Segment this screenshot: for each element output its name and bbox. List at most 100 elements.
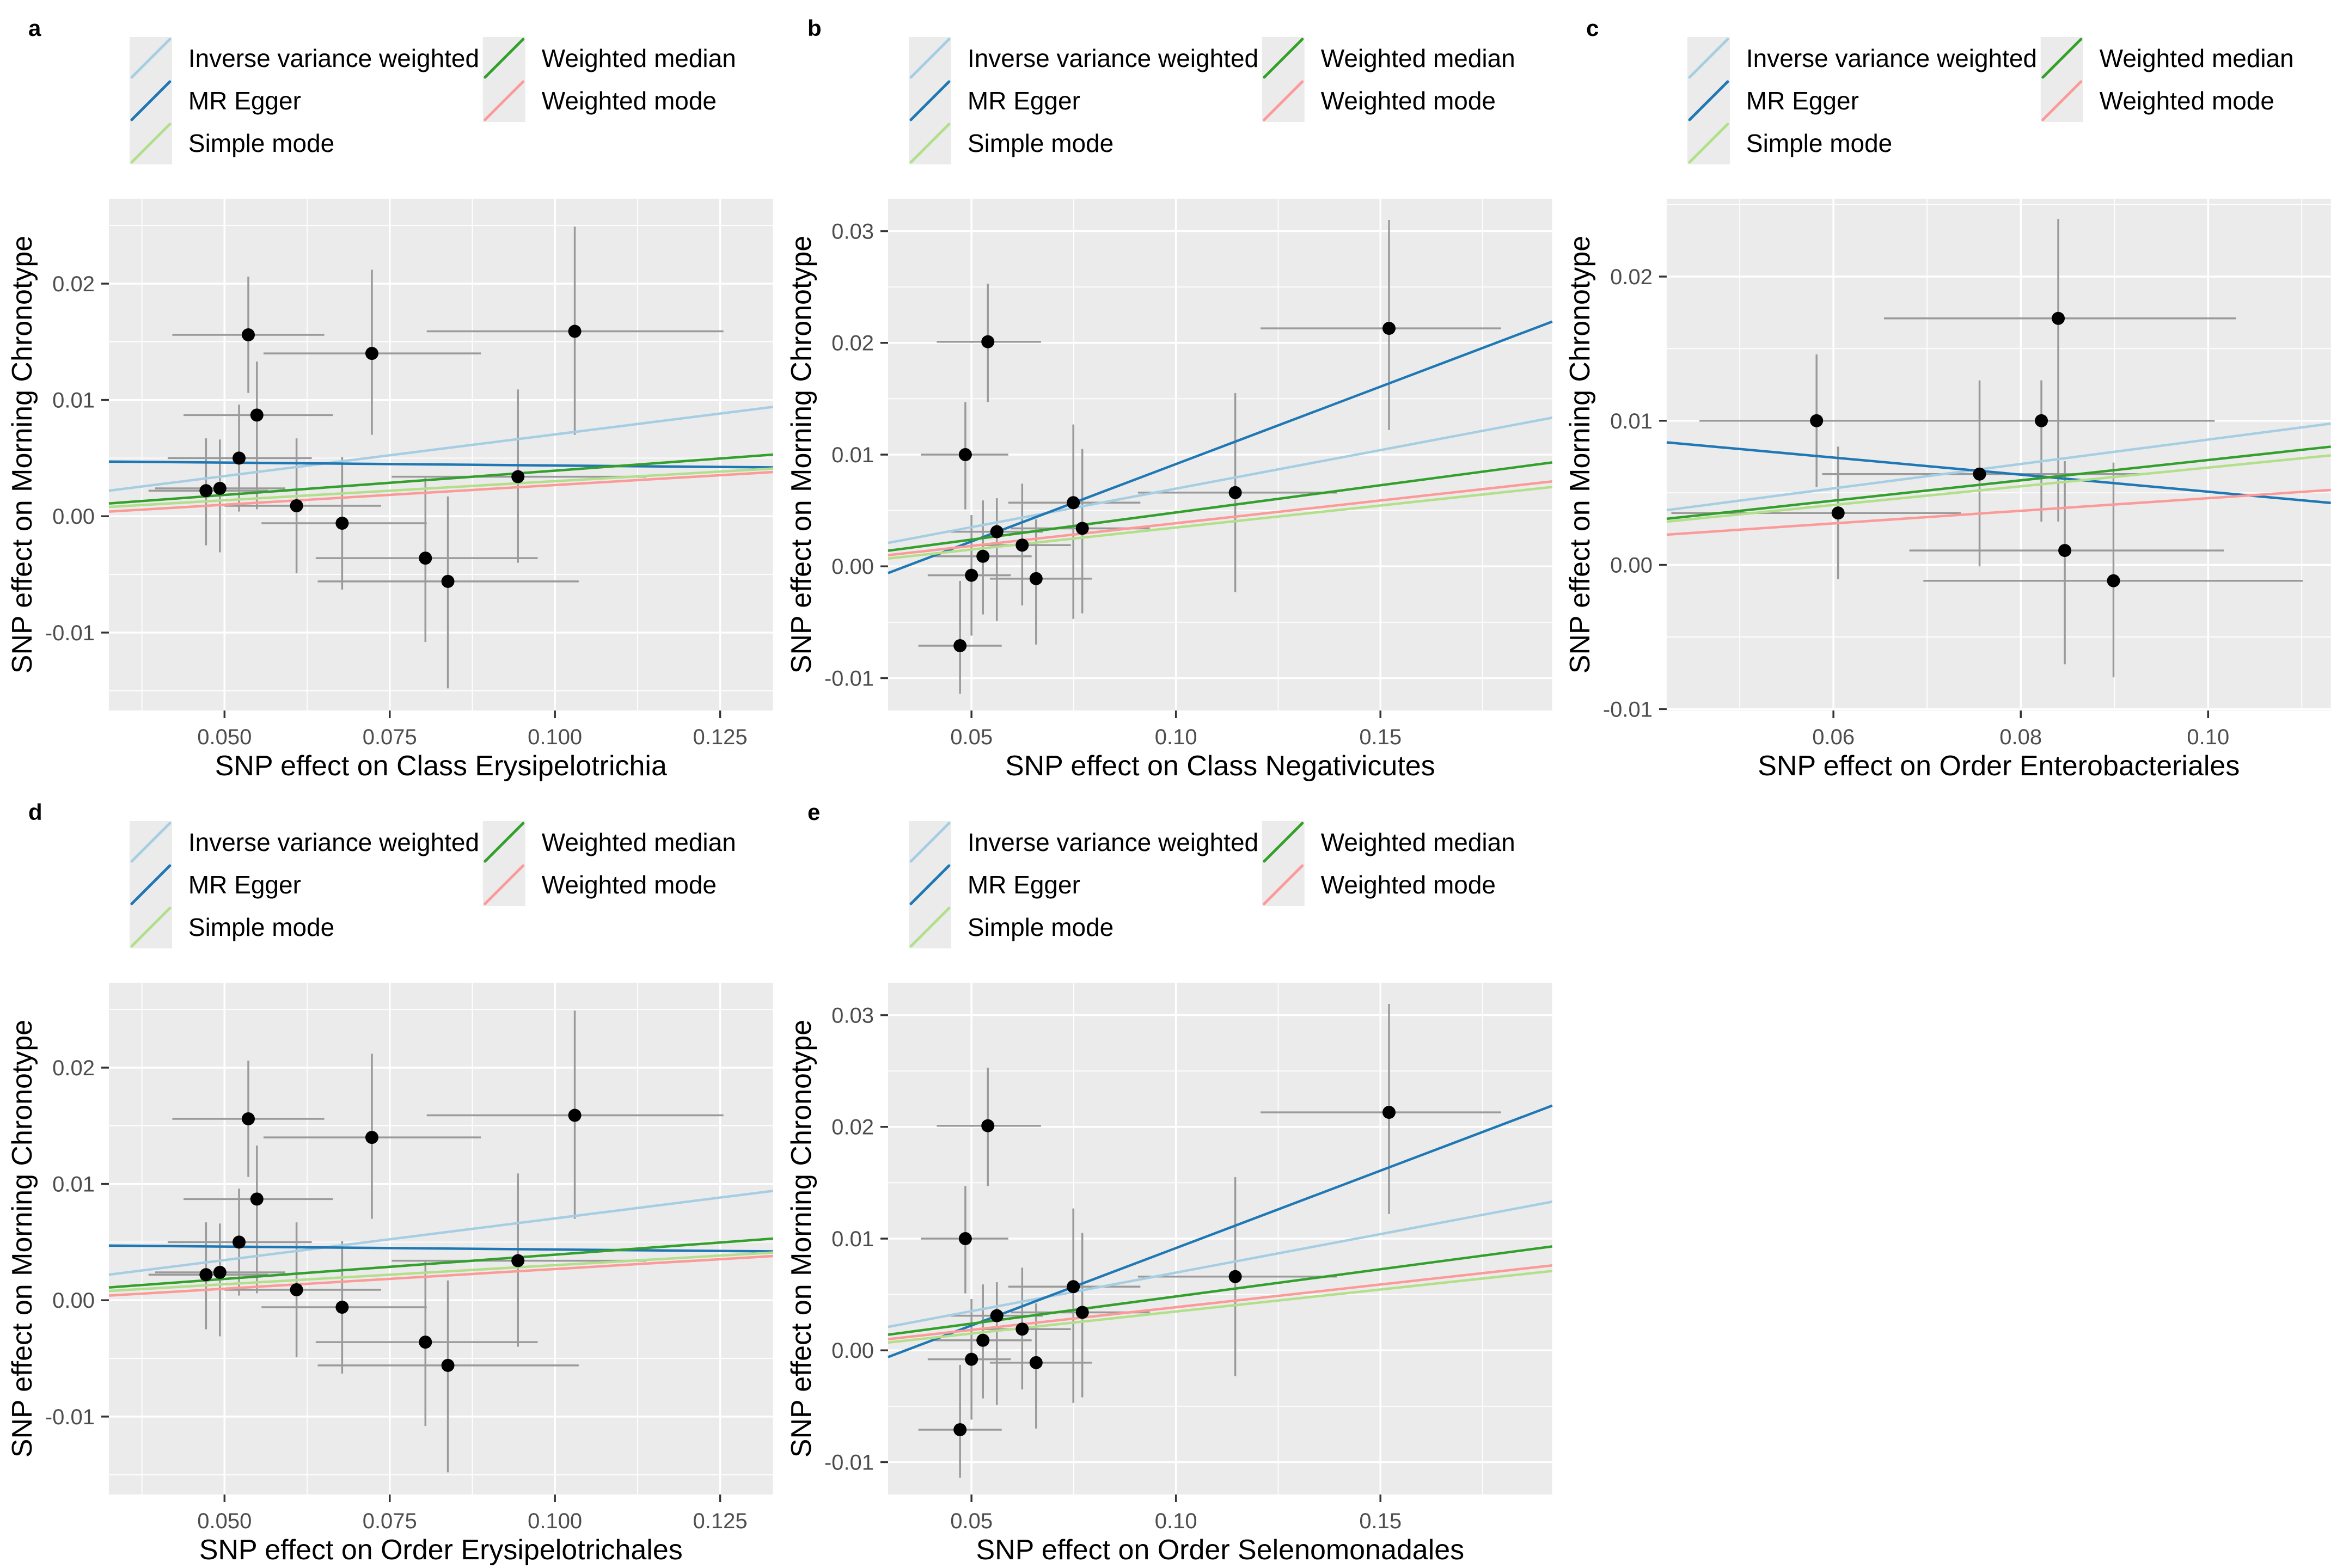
plot-panel-background [108, 199, 773, 710]
y-tick-label: -0.01 [824, 1450, 873, 1474]
fit-line [888, 1200, 1552, 1328]
plot-panel-background [108, 983, 773, 1494]
data-point [335, 1301, 349, 1314]
y-tick-label: 0.01 [831, 1227, 874, 1251]
legend-key-line-icon [1688, 122, 1729, 164]
fit-line [1667, 488, 2332, 536]
x-axis-title: SNP effect on Order Selenomonadales [976, 1534, 1464, 1566]
legend-label: MR Egger [968, 871, 1080, 899]
legend-label: Inverse variance weighted [968, 828, 1258, 856]
data-point [1066, 496, 1080, 510]
legend-key-line-icon [1262, 80, 1304, 121]
legend-label: Weighted median [1320, 44, 1515, 72]
panel-tag: d [28, 799, 42, 825]
x-tick-label: 0.15 [1359, 1509, 1402, 1533]
y-tick-label: 0.02 [1610, 265, 1653, 289]
panel-cell-b: b Inverse variance weighted MR Egger Simple… [779, 0, 1558, 784]
data-point [1066, 1280, 1080, 1294]
legend-label: MR Egger [188, 87, 301, 115]
y-tick-label: 0.02 [52, 272, 95, 296]
data-point [365, 347, 378, 360]
data-point [1228, 1270, 1242, 1283]
x-axis-title: SNP effect on Class Negativicutes [1005, 750, 1435, 782]
legend-label: Weighted median [1320, 828, 1515, 856]
x-tick-label: 0.05 [950, 725, 993, 749]
legend-key-line-icon [2041, 80, 2083, 121]
panel-e-chart: e Inverse variance weighted MR Egger Simple… [786, 799, 1553, 1566]
x-tick-label: 0.05 [950, 1509, 993, 1533]
data-point [511, 470, 525, 483]
legend-key-line-icon [1688, 80, 1729, 121]
data-point [1029, 1356, 1043, 1369]
fit-line [888, 416, 1552, 544]
data-point [1810, 414, 1824, 427]
fit-line [888, 1264, 1552, 1340]
y-axis-title: SNP effect on Morning Chronotype [786, 1020, 817, 1457]
y-tick-label: 0.00 [1610, 554, 1653, 578]
data-point [2052, 311, 2065, 325]
legend-key-line-icon [130, 906, 172, 948]
legend-label: MR Egger [968, 87, 1080, 115]
data-point [964, 568, 978, 582]
x-tick-label: 0.06 [1813, 725, 1855, 749]
y-tick-label: 0.00 [831, 555, 874, 579]
data-point [964, 1352, 978, 1366]
fit-line [888, 480, 1552, 556]
y-tick-label: 0.01 [831, 443, 874, 467]
y-tick-label: -0.01 [824, 666, 873, 690]
data-point [1075, 522, 1089, 535]
data-point [365, 1131, 378, 1144]
data-point [568, 1108, 582, 1122]
legend-key-line-icon [909, 122, 951, 164]
x-tick-label: 0.075 [363, 1509, 417, 1533]
legend-key-line-icon [909, 80, 951, 121]
data-point [233, 451, 246, 465]
legend-key-line-icon [130, 122, 172, 164]
legend-key-line-icon [909, 38, 951, 79]
legend-label: Simple mode [188, 129, 334, 157]
x-tick-label: 0.10 [2187, 725, 2230, 749]
data-point [290, 1283, 303, 1296]
data-point [242, 1112, 255, 1125]
legend-label: Weighted mode [2100, 87, 2274, 115]
legend-label: Weighted mode [542, 871, 717, 899]
panel-cell-e: e Inverse variance weighted MR Egger Simple… [779, 784, 1558, 1568]
x-tick-label: 0.10 [1154, 725, 1197, 749]
data-point [990, 1309, 1004, 1322]
legend-label: Weighted mode [1320, 87, 1495, 115]
x-tick-label: 0.075 [363, 725, 417, 749]
data-point [213, 481, 227, 495]
x-tick-label: 0.050 [197, 725, 252, 749]
x-tick-label: 0.100 [528, 725, 582, 749]
y-tick-label: 0.01 [52, 389, 95, 413]
data-point [242, 328, 255, 341]
legend-label: Inverse variance weighted [1746, 44, 2037, 72]
panel-tag: b [807, 15, 822, 41]
data-point [2058, 544, 2072, 558]
data-point [1015, 538, 1029, 552]
y-tick-label: 0.02 [831, 1116, 874, 1140]
panel-d-chart: d Inverse variance weighted MR Egger Simple… [7, 799, 773, 1566]
legend-label: Inverse variance weighted [968, 44, 1258, 72]
data-point [233, 1235, 246, 1249]
plot-panel-background [1667, 199, 2331, 710]
legend-key-line-icon [484, 864, 525, 905]
x-tick-label: 0.125 [693, 725, 748, 749]
panel-b-chart: b Inverse variance weighted MR Egger Simple… [786, 15, 1553, 782]
legend-key-line-icon [1262, 864, 1304, 905]
data-point [2107, 574, 2120, 587]
fit-line [108, 453, 773, 505]
legend-key-line-icon [1262, 822, 1304, 863]
y-axis-title: SNP effect on Morning Chronotype [7, 236, 38, 673]
data-point [958, 1232, 972, 1245]
y-axis-title: SNP effect on Morning Chronotype [786, 236, 817, 673]
data-point [1015, 1322, 1029, 1336]
y-tick-label: 0.00 [52, 1289, 95, 1313]
legend-key-line-icon [130, 38, 172, 79]
legend-key-line-icon [130, 80, 172, 121]
legend-label: Simple mode [968, 913, 1114, 941]
fit-line [108, 1251, 773, 1293]
fit-line [108, 1254, 773, 1297]
fit-line [1667, 445, 2332, 520]
